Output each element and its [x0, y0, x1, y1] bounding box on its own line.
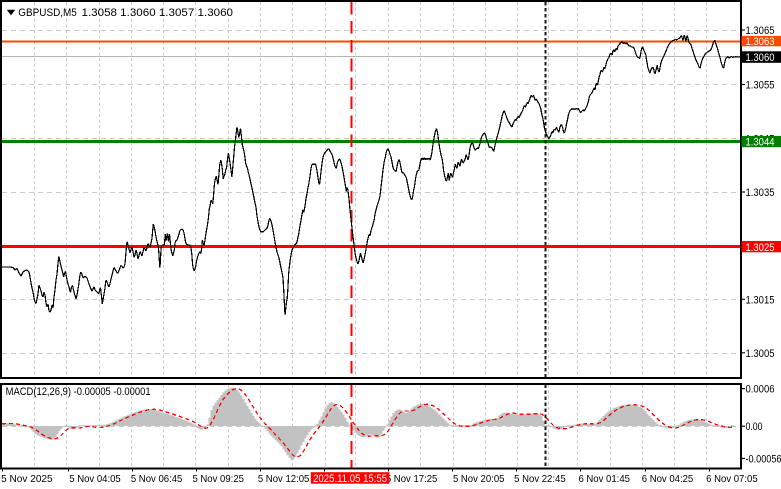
svg-text:5 Nov 17:25: 5 Nov 17:25: [386, 473, 438, 485]
svg-text:6 Nov 04:25: 6 Nov 04:25: [642, 473, 694, 485]
svg-text:MACD(12,26,9) -0.00005 -0.0000: MACD(12,26,9) -0.00005 -0.00001: [6, 386, 151, 398]
svg-text:5 Nov 04:05: 5 Nov 04:05: [69, 473, 121, 485]
svg-text:1.3063: 1.3063: [746, 36, 775, 48]
svg-text:1.3055: 1.3055: [746, 80, 775, 92]
svg-text:1.3058 1.3060 1.3057 1.3060: 1.3058 1.3060 1.3057 1.3060: [82, 7, 234, 19]
svg-text:0.0006: 0.0006: [746, 384, 775, 396]
svg-text:1.3025: 1.3025: [746, 242, 775, 254]
svg-text:1.3035: 1.3035: [746, 187, 775, 199]
svg-text:GBPUSD,M5: GBPUSD,M5: [18, 7, 77, 19]
svg-text:5 Nov 20:05: 5 Nov 20:05: [453, 473, 505, 485]
svg-text:1.3060: 1.3060: [746, 52, 775, 64]
svg-text:0.00: 0.00: [746, 421, 763, 433]
svg-text:5 Nov 2025: 5 Nov 2025: [1, 473, 53, 485]
svg-text:6 Nov 01:45: 6 Nov 01:45: [578, 473, 630, 485]
svg-text:1.3005: 1.3005: [746, 348, 775, 360]
svg-text:6 Nov 07:05: 6 Nov 07:05: [706, 473, 758, 485]
svg-text:2025.11.05 15:55: 2025.11.05 15:55: [313, 473, 387, 485]
svg-text:1.3044: 1.3044: [746, 137, 775, 149]
svg-text:1.3015: 1.3015: [746, 294, 775, 306]
svg-text:-0.00056: -0.00056: [746, 453, 781, 465]
svg-text:5 Nov 06:45: 5 Nov 06:45: [131, 473, 183, 485]
svg-text:5 Nov 12:05: 5 Nov 12:05: [258, 473, 310, 485]
svg-text:1.3065: 1.3065: [746, 25, 775, 37]
svg-text:5 Nov 09:25: 5 Nov 09:25: [192, 473, 244, 485]
svg-text:5 Nov 22:45: 5 Nov 22:45: [514, 473, 566, 485]
